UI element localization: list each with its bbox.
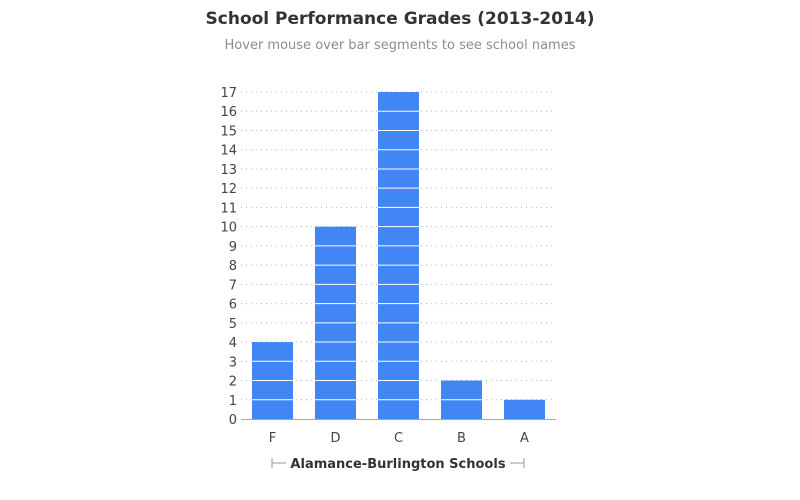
y-tick-label: 3 — [229, 355, 237, 370]
x-tick-label: B — [457, 431, 466, 446]
x-axis-title: Alamance-Burlington Schools — [290, 457, 505, 472]
y-tick-label: 7 — [229, 278, 237, 293]
y-tick-label: 0 — [229, 413, 237, 428]
y-tick-label: 17 — [220, 86, 237, 101]
y-tick-label: 10 — [220, 221, 237, 236]
y-tick-label: 2 — [229, 375, 237, 390]
bars-layer — [252, 92, 545, 419]
x-tick-label: D — [330, 431, 340, 446]
y-tick-label: 14 — [220, 144, 237, 159]
chart-title: School Performance Grades (2013-2014) — [205, 9, 595, 29]
x-tick-label: F — [269, 431, 276, 446]
y-tick-label: 15 — [220, 124, 237, 139]
y-tick-label: 8 — [229, 259, 237, 274]
y-tick-label: 16 — [220, 105, 237, 120]
y-tick-label: 4 — [229, 336, 237, 351]
bar[interactable] — [378, 92, 419, 419]
chart-subtitle: Hover mouse over bar segments to see sch… — [224, 38, 576, 53]
x-tick-label: C — [394, 431, 403, 446]
bar[interactable] — [504, 399, 545, 419]
y-tick-label: 5 — [229, 317, 237, 332]
y-tick-label: 9 — [229, 240, 237, 255]
y-tick-label: 11 — [220, 201, 237, 216]
y-tick-label: 13 — [220, 163, 237, 178]
y-tick-label: 1 — [229, 394, 237, 409]
x-tick-label: A — [520, 431, 529, 446]
y-tick-label: 12 — [220, 182, 237, 197]
y-tick-label: 6 — [229, 298, 237, 313]
x-axis-title-group: Alamance-Burlington Schools — [271, 457, 525, 472]
